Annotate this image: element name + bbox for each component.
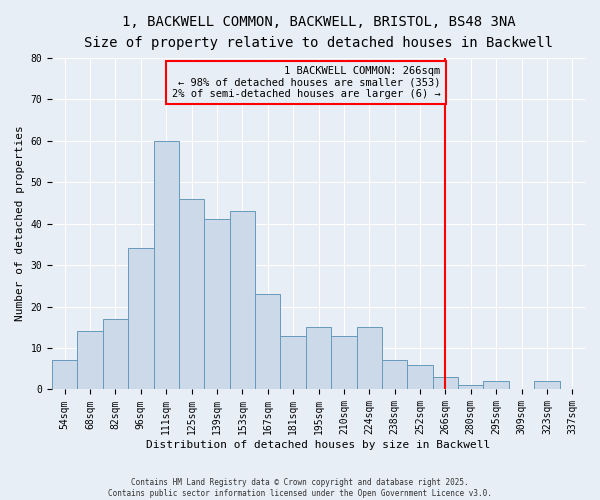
Bar	[77, 332, 103, 390]
Bar	[407, 364, 433, 390]
Bar	[484, 381, 509, 390]
Bar	[433, 377, 458, 390]
Bar	[458, 386, 484, 390]
Bar	[52, 360, 77, 390]
Text: Contains HM Land Registry data © Crown copyright and database right 2025.
Contai: Contains HM Land Registry data © Crown c…	[108, 478, 492, 498]
Bar	[306, 328, 331, 390]
Bar	[154, 140, 179, 390]
Bar	[331, 336, 356, 390]
Bar	[103, 319, 128, 390]
Bar	[255, 294, 280, 390]
Bar	[356, 328, 382, 390]
Bar	[179, 198, 205, 390]
Bar	[128, 248, 154, 390]
Bar	[382, 360, 407, 390]
Y-axis label: Number of detached properties: Number of detached properties	[15, 126, 25, 322]
Text: 1 BACKWELL COMMON: 266sqm
← 98% of detached houses are smaller (353)
2% of semi-: 1 BACKWELL COMMON: 266sqm ← 98% of detac…	[172, 66, 440, 99]
Bar	[534, 381, 560, 390]
Bar	[205, 220, 230, 390]
Title: 1, BACKWELL COMMON, BACKWELL, BRISTOL, BS48 3NA
Size of property relative to det: 1, BACKWELL COMMON, BACKWELL, BRISTOL, B…	[84, 15, 553, 50]
Bar	[280, 336, 306, 390]
Bar	[230, 211, 255, 390]
X-axis label: Distribution of detached houses by size in Backwell: Distribution of detached houses by size …	[146, 440, 491, 450]
